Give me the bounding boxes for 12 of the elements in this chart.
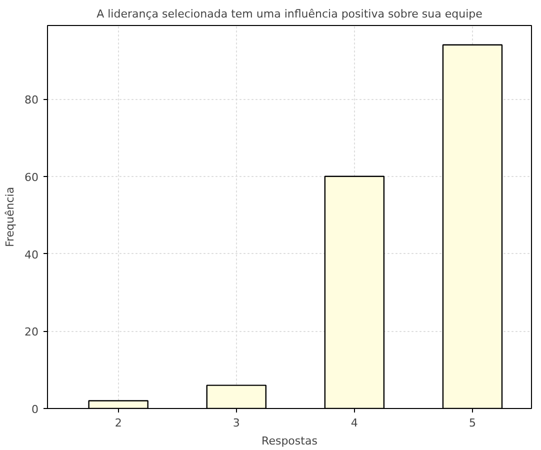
- y-tick-label: 40: [24, 248, 39, 262]
- x-tick-label: 3: [232, 416, 240, 430]
- x-tick-label: 2: [114, 416, 122, 430]
- x-axis-title: Respostas: [262, 434, 318, 448]
- y-tick-label: 60: [24, 170, 39, 184]
- chart-title: A liderança selecionada tem uma influência positiva sobre sua equipe: [96, 8, 483, 20]
- y-tick-label: 80: [24, 94, 39, 107]
- x-tick-label: 5: [468, 416, 476, 430]
- y-axis-title: Frequência: [4, 186, 17, 248]
- y-tick-label: 0: [32, 403, 38, 416]
- x-tick-label: 4: [350, 416, 358, 430]
- y-tick-label: 20: [24, 326, 39, 339]
